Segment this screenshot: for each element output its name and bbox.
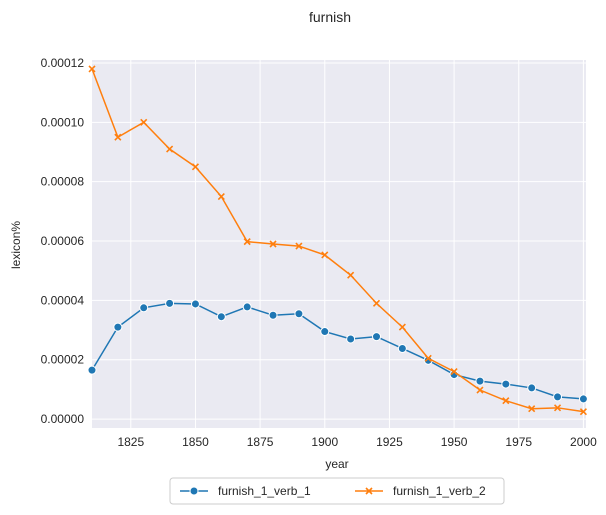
data-point xyxy=(88,65,96,73)
legend-box xyxy=(169,477,505,505)
y-tick-label: 0.00002 xyxy=(41,353,85,367)
data-point xyxy=(579,408,587,416)
data-point xyxy=(450,368,458,376)
x-tick-label: 1975 xyxy=(505,435,532,449)
data-point xyxy=(114,133,122,141)
x-tick-label: 1925 xyxy=(376,435,403,449)
x-tick-label: 1900 xyxy=(311,435,338,449)
grid-lines xyxy=(92,60,586,428)
y-axis-ticks: 0.00000 0.00002 0.00004 0.00006 0.00008 0.000… xyxy=(41,56,85,426)
data-point xyxy=(243,238,251,246)
data-point xyxy=(295,242,303,250)
y-tick-label: 0.00010 xyxy=(41,115,85,129)
legend: furnish_1_verb_1 furnish_1_verb_2 xyxy=(169,477,505,505)
data-point xyxy=(269,240,277,248)
data-point xyxy=(165,298,175,308)
data-point xyxy=(216,312,226,322)
data-point xyxy=(475,376,485,386)
data-point xyxy=(501,379,511,389)
series-line xyxy=(91,68,584,413)
x-tick-label: 1850 xyxy=(182,435,209,449)
y-tick-label: 0.00006 xyxy=(41,234,85,248)
x-axis-label: year xyxy=(325,457,348,471)
data-point xyxy=(397,343,407,353)
y-tick-label: 0.00000 xyxy=(41,412,85,426)
chart-title: furnish xyxy=(309,9,351,25)
y-tick-label: 0.00008 xyxy=(41,175,85,189)
data-point xyxy=(294,309,304,319)
data-point xyxy=(398,323,406,331)
x-axis-ticks: 1825 1850 1875 1900 1925 1950 1975 2000 xyxy=(117,435,597,449)
data-point xyxy=(346,334,356,344)
legend-marker xyxy=(189,486,199,496)
data-point xyxy=(528,405,536,413)
data-point xyxy=(166,145,174,153)
data-point xyxy=(268,310,278,320)
series-layer xyxy=(87,65,588,416)
data-point xyxy=(140,118,148,126)
data-point xyxy=(113,322,123,332)
x-tick-label: 2000 xyxy=(570,435,597,449)
x-tick-label: 1825 xyxy=(117,435,144,449)
legend-label: furnish_1_verb_2 xyxy=(393,484,486,498)
data-point xyxy=(139,303,149,313)
plot-area xyxy=(92,60,586,428)
data-point xyxy=(578,394,588,404)
data-point xyxy=(87,365,97,375)
data-point xyxy=(527,383,537,393)
data-point xyxy=(321,251,329,259)
x-tick-label: 1875 xyxy=(247,435,274,449)
y-tick-label: 0.00004 xyxy=(41,293,85,307)
legend-label: furnish_1_verb_1 xyxy=(218,484,311,498)
data-point xyxy=(372,332,382,342)
data-point xyxy=(502,397,510,405)
data-point xyxy=(372,299,381,307)
data-point xyxy=(191,163,200,171)
data-point xyxy=(242,302,252,312)
data-point xyxy=(190,299,200,309)
data-point xyxy=(347,271,355,279)
legend-marker xyxy=(365,487,373,495)
series-furnish_1_verb_2 xyxy=(88,65,587,416)
data-point xyxy=(320,327,330,337)
y-axis-label: lexicon% xyxy=(9,221,23,269)
data-point xyxy=(553,404,562,412)
data-point xyxy=(476,386,484,394)
data-point xyxy=(424,354,432,362)
x-tick-label: 1950 xyxy=(441,435,468,449)
data-point xyxy=(217,192,225,201)
data-point xyxy=(553,392,563,402)
y-tick-label: 0.00012 xyxy=(41,56,85,70)
